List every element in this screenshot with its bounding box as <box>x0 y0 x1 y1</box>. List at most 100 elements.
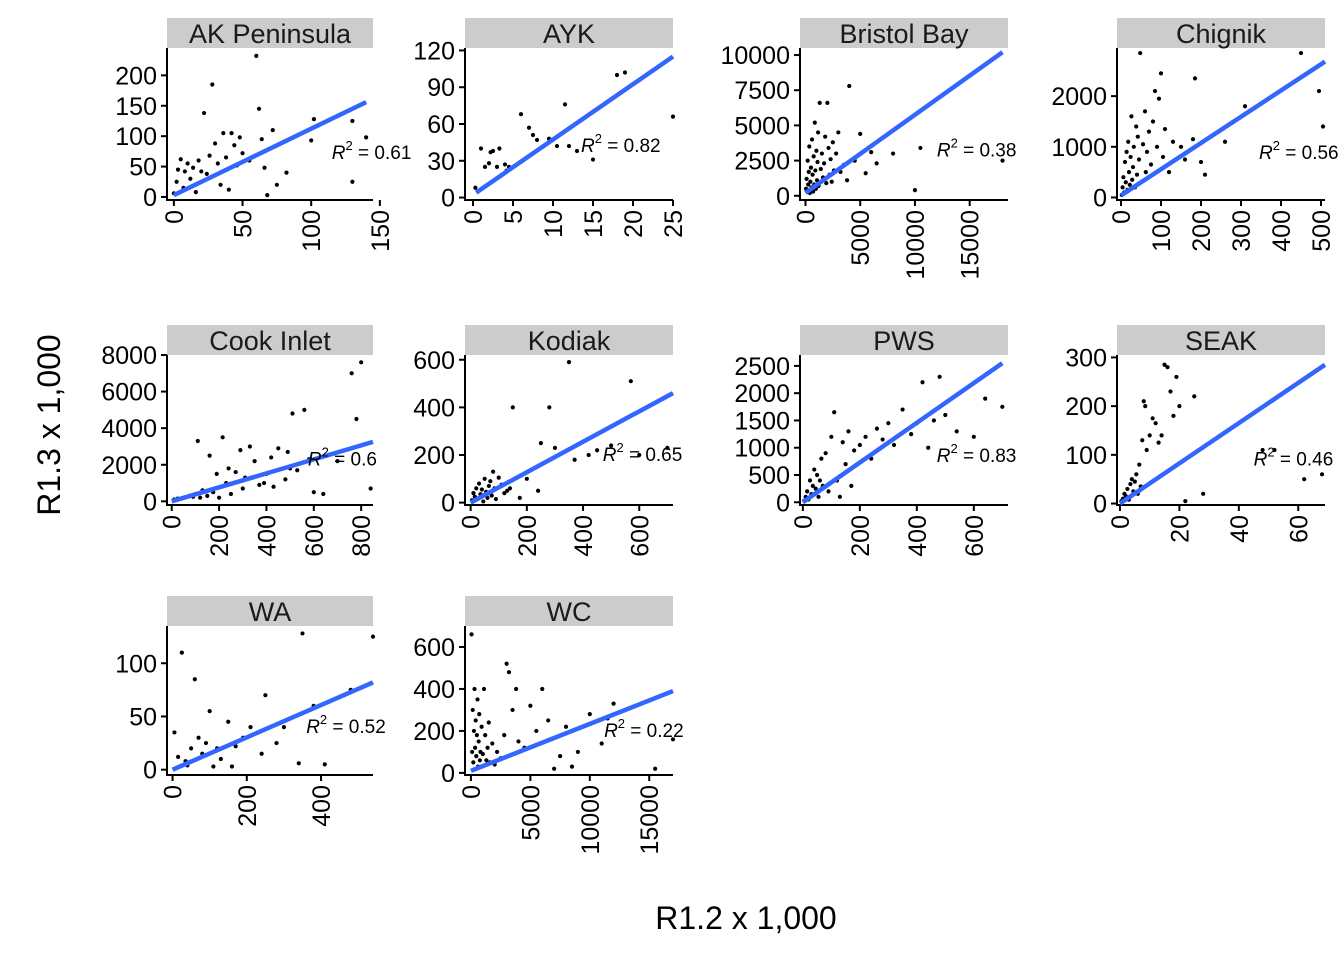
data-point <box>614 72 620 78</box>
data-point <box>185 161 190 166</box>
data-point <box>954 429 959 434</box>
data-point <box>805 158 810 163</box>
data-point <box>283 477 288 482</box>
data-point <box>207 709 212 714</box>
data-point <box>240 151 245 156</box>
data-point <box>1146 129 1152 134</box>
data-point <box>825 100 830 105</box>
data-point <box>480 751 485 757</box>
y-tick-label: 300 <box>1065 344 1107 372</box>
data-point <box>890 151 896 156</box>
strip-wa <box>167 596 373 626</box>
x-tick-label: 5 <box>500 210 528 224</box>
x-tick-label: 150 <box>367 210 395 252</box>
data-point <box>473 185 478 190</box>
data-point <box>863 171 868 176</box>
data-point <box>1129 114 1134 119</box>
x-tick-label: 200 <box>514 515 542 557</box>
y-tick-label: 600 <box>413 347 455 375</box>
data-point <box>590 157 596 162</box>
data-point <box>276 446 281 451</box>
data-point <box>270 127 275 133</box>
data-point <box>1162 362 1167 367</box>
data-point <box>1316 88 1322 94</box>
r-squared-annotation: R2 = 0.6 <box>308 444 377 470</box>
data-point <box>563 724 569 729</box>
data-point <box>832 410 837 415</box>
data-point <box>863 434 868 439</box>
data-point <box>482 476 487 481</box>
data-point <box>1242 104 1248 109</box>
data-point <box>912 188 918 193</box>
data-point <box>179 650 184 655</box>
data-point <box>526 125 532 130</box>
y-tick-label: 200 <box>115 62 157 90</box>
data-point <box>840 440 845 445</box>
strip-chignik <box>1117 18 1325 48</box>
data-point <box>207 153 212 158</box>
data-point <box>502 733 507 738</box>
data-point <box>237 135 242 140</box>
x-tick-label: 400 <box>253 515 281 557</box>
data-point <box>805 489 810 494</box>
data-point <box>196 158 201 163</box>
panel-kodiak: Kodiak 0 200 400 600 0 200 400 600 R2 = 0.65 <box>413 325 682 557</box>
y-tick-label: 2000 <box>1051 83 1107 111</box>
data-point <box>232 143 237 148</box>
data-point <box>836 130 841 135</box>
data-point <box>810 483 815 489</box>
y-tick-label: 200 <box>413 718 455 746</box>
data-point <box>562 102 568 107</box>
data-point <box>843 461 848 467</box>
data-point <box>869 150 874 155</box>
data-point <box>474 754 479 759</box>
data-point <box>566 143 572 149</box>
x-tick-label: 100 <box>1148 210 1176 252</box>
data-point <box>1183 499 1188 504</box>
strip-wc <box>465 596 673 626</box>
data-point <box>473 718 478 723</box>
data-point <box>257 482 262 487</box>
data-point <box>823 134 828 139</box>
data-point <box>524 476 529 481</box>
data-point <box>178 157 183 162</box>
data-point <box>830 140 835 145</box>
data-point <box>1156 96 1162 101</box>
data-point <box>518 112 524 117</box>
data-point <box>195 438 200 444</box>
x-tick-label: 400 <box>904 515 932 557</box>
panel-seak: SEAK 0 100 200 300 0 20 40 60 R2 = 0.46 <box>1065 325 1333 543</box>
data-point <box>472 686 477 692</box>
data-point <box>1121 175 1126 180</box>
panel-chignik: Chignik 0 1000 2000 0 100 200 300 400 500 R2 = 0.5… <box>1051 18 1339 252</box>
data-point <box>1152 88 1158 94</box>
data-point <box>1144 149 1150 154</box>
y-tick-label: 2000 <box>101 452 157 480</box>
panel-title: WA <box>249 597 292 627</box>
data-point <box>486 161 492 166</box>
strip-seak <box>1117 325 1325 355</box>
data-point <box>1128 154 1133 160</box>
data-point <box>350 179 355 184</box>
data-point <box>517 495 522 500</box>
y-tick-label: 2500 <box>734 148 790 176</box>
data-point <box>813 486 818 491</box>
data-point <box>269 455 274 460</box>
data-point <box>552 445 558 450</box>
data-point <box>214 471 219 477</box>
data-point <box>212 141 218 146</box>
x-tick-label: 200 <box>234 785 262 827</box>
data-point <box>218 182 223 187</box>
x-tick-label: 0 <box>458 785 486 799</box>
x-tick-label: 0 <box>1108 210 1136 224</box>
trend-line <box>804 50 1004 195</box>
data-point <box>847 83 852 89</box>
data-point <box>489 493 494 498</box>
trend-line <box>469 391 675 505</box>
r-squared-annotation: R2 = 0.22 <box>604 716 684 742</box>
data-point <box>1302 477 1307 482</box>
trend-line <box>801 361 1004 505</box>
data-point <box>174 179 179 184</box>
data-point <box>175 167 181 172</box>
